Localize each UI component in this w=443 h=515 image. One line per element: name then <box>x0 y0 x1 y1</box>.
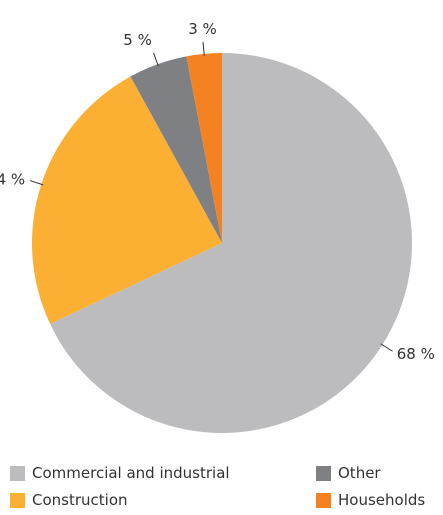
pie-chart: 68 % 24 % 5 % 3 % <box>0 20 435 433</box>
pie-slice-households <box>186 53 222 243</box>
slice-labels: 68 % 24 % 5 % 3 % <box>0 20 435 363</box>
slice-label-commercial-and-industrial: 68 % <box>397 345 435 363</box>
leader-line-construction <box>29 180 44 186</box>
legend-label-construction: Construction <box>32 491 128 509</box>
pie-slice-construction <box>31 76 223 324</box>
legend-item-construction: Construction <box>10 491 128 509</box>
leader-line-other <box>153 52 159 67</box>
legend-swatch-commercial-and-industrial <box>10 465 25 481</box>
pie-slices <box>31 53 413 433</box>
slice-label-construction: 24 % <box>0 170 25 188</box>
label-leader-lines <box>29 41 393 352</box>
legend-label-households: Households <box>338 491 426 509</box>
leader-line-households <box>202 41 205 56</box>
legend-label-commercial-and-industrial: Commercial and industrial <box>32 464 230 482</box>
legend-item-other: Other <box>316 464 381 482</box>
legend-label-other: Other <box>338 464 381 482</box>
legend-item-commercial-and-industrial: Commercial and industrial <box>10 464 230 482</box>
legend-swatch-households <box>316 492 331 508</box>
pie-slice-commercial-and-industrial <box>50 53 413 433</box>
pie-slice-other <box>130 56 222 244</box>
slice-label-other: 5 % <box>123 31 152 49</box>
legend-item-households: Households <box>316 491 425 509</box>
legend-swatch-other <box>316 465 331 481</box>
legend-swatch-construction <box>10 492 25 508</box>
leader-line-commercial-and-industrial <box>380 343 393 352</box>
slice-label-households: 3 % <box>188 20 217 38</box>
